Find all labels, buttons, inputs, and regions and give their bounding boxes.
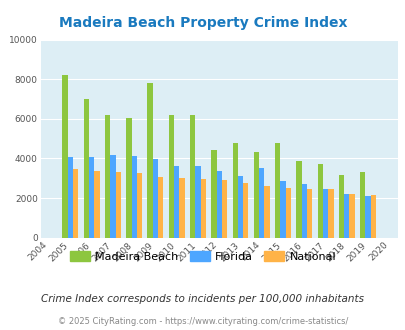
Bar <box>349 194 354 238</box>
Bar <box>68 157 73 238</box>
Bar <box>168 115 174 238</box>
Bar <box>190 115 195 238</box>
Bar <box>232 143 237 238</box>
Bar <box>94 171 99 238</box>
Bar <box>327 189 333 238</box>
Bar <box>264 186 269 238</box>
Bar <box>258 168 264 238</box>
Bar <box>338 175 343 238</box>
Bar <box>296 161 301 238</box>
Bar <box>343 194 349 238</box>
Bar <box>317 164 322 238</box>
Bar <box>136 173 142 238</box>
Bar <box>274 143 280 238</box>
Bar <box>147 83 152 238</box>
Bar <box>200 179 205 238</box>
Bar <box>174 166 179 238</box>
Bar <box>195 166 200 238</box>
Legend: Madeira Beach, Florida, National: Madeira Beach, Florida, National <box>65 247 340 267</box>
Text: Madeira Beach Property Crime Index: Madeira Beach Property Crime Index <box>59 16 346 30</box>
Bar <box>306 189 311 238</box>
Bar <box>179 178 184 238</box>
Bar <box>126 118 131 238</box>
Bar <box>253 152 258 238</box>
Bar <box>222 180 227 238</box>
Bar <box>285 188 290 238</box>
Bar <box>73 169 78 238</box>
Bar <box>280 181 285 238</box>
Bar <box>62 75 68 238</box>
Text: © 2025 CityRating.com - https://www.cityrating.com/crime-statistics/: © 2025 CityRating.com - https://www.city… <box>58 317 347 326</box>
Bar <box>211 150 216 238</box>
Bar <box>131 156 136 238</box>
Bar <box>237 176 243 238</box>
Bar <box>370 195 375 238</box>
Bar <box>152 159 158 238</box>
Bar <box>104 115 110 238</box>
Bar <box>110 155 115 238</box>
Bar <box>359 172 364 238</box>
Bar <box>322 189 327 238</box>
Bar <box>216 171 222 238</box>
Bar <box>83 99 89 238</box>
Text: Crime Index corresponds to incidents per 100,000 inhabitants: Crime Index corresponds to incidents per… <box>41 294 364 304</box>
Bar <box>243 183 248 238</box>
Bar <box>89 157 94 238</box>
Bar <box>364 196 370 238</box>
Bar <box>301 184 306 238</box>
Bar <box>158 177 163 238</box>
Bar <box>115 172 121 238</box>
